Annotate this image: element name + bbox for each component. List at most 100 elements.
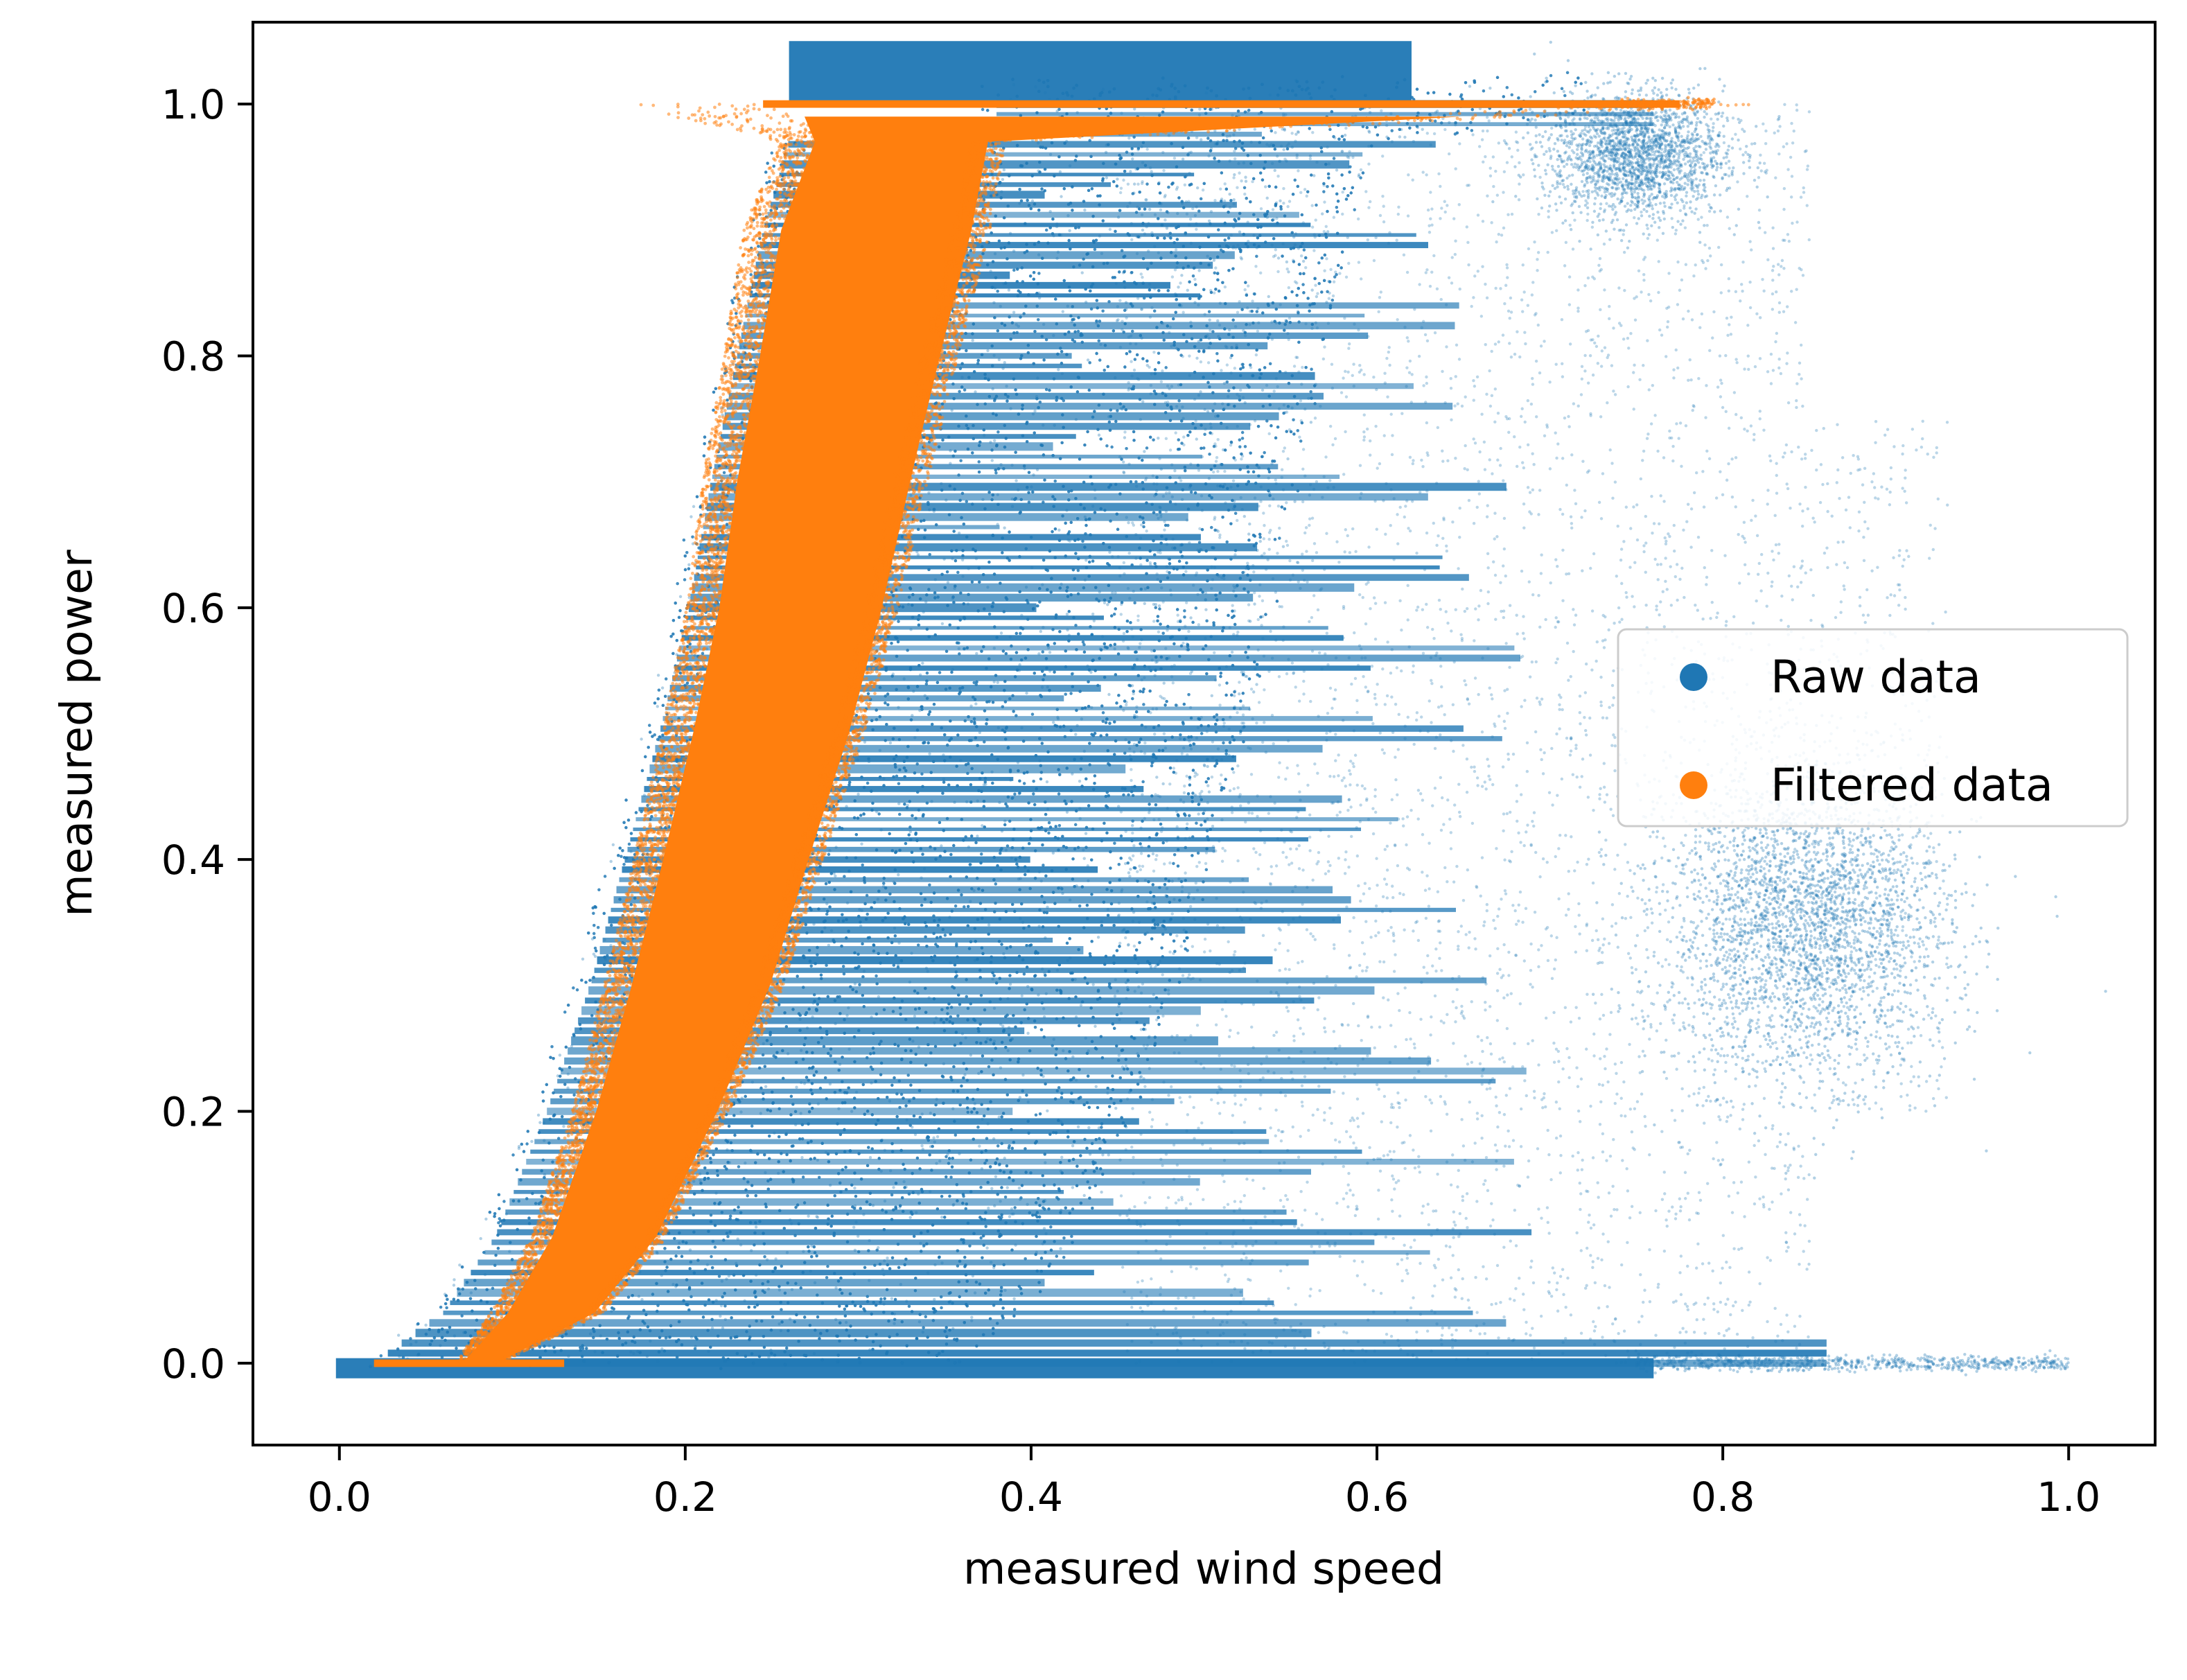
raw-data-point [1282, 148, 1285, 151]
raw-data-point [1066, 214, 1069, 217]
raw-data-point [1252, 690, 1255, 693]
raw-data-point [1261, 389, 1264, 392]
raw-data-point [886, 1257, 888, 1259]
raw-data-point [1256, 307, 1259, 310]
raw-data-point [778, 1288, 781, 1291]
raw-data-point [1167, 988, 1170, 991]
raw-data-point [1182, 157, 1184, 160]
raw-data-point [1158, 604, 1161, 607]
raw-data-point [1130, 222, 1133, 225]
raw-data-point [609, 944, 612, 947]
raw-data-point [1018, 202, 1021, 204]
raw-data-point [762, 1042, 764, 1045]
raw-data-point [850, 1110, 853, 1112]
raw-data-point [940, 1261, 943, 1264]
raw-data-point [1010, 464, 1013, 466]
raw-data-point [961, 559, 964, 561]
raw-data-point [870, 1081, 872, 1084]
raw-data-point [1001, 367, 1004, 369]
raw-data-point [1019, 1096, 1021, 1099]
raw-data-point [811, 1015, 814, 1018]
raw-data-point [766, 1258, 768, 1261]
raw-data-point [1155, 776, 1158, 778]
raw-data-point [1002, 952, 1005, 955]
raw-data-point [646, 1355, 649, 1358]
raw-data-point [965, 800, 968, 803]
raw-data-point [969, 900, 972, 902]
raw-data-point [1066, 811, 1069, 814]
raw-data-point [990, 771, 993, 773]
raw-data-point [1181, 405, 1184, 408]
raw-data-point [897, 873, 899, 876]
raw-data-point [1053, 424, 1055, 427]
raw-data-point [1206, 254, 1209, 257]
raw-data-point [1257, 322, 1260, 324]
raw-data-point [998, 1116, 1001, 1119]
raw-data-point [1030, 485, 1033, 488]
raw-data-point [993, 439, 996, 442]
raw-data-point [1084, 579, 1087, 581]
raw-data-point [869, 1156, 872, 1159]
raw-data-point [1101, 1153, 1104, 1156]
raw-data-point [1139, 536, 1142, 539]
raw-data-point [1041, 968, 1044, 970]
raw-data-point [1335, 168, 1338, 171]
raw-data-point [1133, 182, 1136, 185]
raw-data-point [961, 1032, 964, 1035]
raw-data-point [1006, 1186, 1009, 1189]
raw-data-point [1037, 925, 1040, 927]
raw-data-point [812, 922, 815, 925]
raw-data-point [1012, 83, 1015, 86]
raw-data-point [1144, 879, 1147, 882]
raw-data-point [1123, 286, 1126, 288]
raw-data-point [724, 1318, 727, 1321]
raw-data-point [398, 1355, 401, 1358]
raw-data-point [1087, 358, 1089, 361]
raw-data-point [1228, 329, 1231, 331]
raw-data-point [1005, 385, 1008, 387]
raw-data-point [1066, 959, 1069, 961]
raw-data-point [739, 1110, 742, 1113]
raw-data-point [1094, 489, 1096, 491]
raw-data-point [997, 726, 1000, 729]
raw-data-point [1084, 832, 1087, 834]
raw-data-point [996, 681, 999, 684]
raw-data-point [1026, 985, 1029, 988]
raw-data-point [897, 941, 900, 944]
raw-data-point [1033, 410, 1036, 412]
raw-data-point [970, 1319, 973, 1322]
raw-data-point [1115, 282, 1118, 285]
raw-data-point [1044, 1232, 1047, 1235]
raw-data-point [1259, 540, 1262, 543]
raw-data-point [854, 982, 857, 985]
raw-data-point [990, 270, 992, 272]
raw-data-point [1083, 857, 1086, 860]
raw-data-point [1468, 85, 1471, 87]
raw-data-point [1302, 260, 1305, 263]
raw-data-point [719, 1315, 721, 1318]
raw-data-point [1105, 151, 1107, 154]
raw-data-point [638, 1295, 640, 1297]
raw-data-point [992, 301, 995, 304]
raw-data-point [610, 860, 613, 863]
raw-data-point [976, 799, 979, 802]
raw-data-point [1148, 811, 1150, 814]
raw-data-point [1129, 868, 1132, 870]
raw-data-point [414, 1340, 417, 1343]
raw-data-point [1118, 566, 1121, 569]
raw-data-point [1074, 978, 1077, 981]
raw-data-point [1114, 591, 1116, 594]
raw-data-point [1228, 159, 1231, 162]
raw-data-point [1195, 437, 1198, 440]
raw-data-point [1091, 613, 1094, 615]
raw-data-point [1052, 334, 1055, 337]
raw-data-point [1133, 107, 1136, 110]
raw-data-point [1069, 539, 1071, 542]
raw-data-point [1219, 301, 1222, 304]
raw-data-point [1163, 682, 1166, 685]
raw-data-point [1195, 357, 1198, 360]
raw-data-point [1015, 323, 1018, 326]
raw-data-point [1125, 981, 1127, 984]
raw-data-point [970, 1315, 973, 1318]
raw-data-point [845, 1014, 848, 1017]
